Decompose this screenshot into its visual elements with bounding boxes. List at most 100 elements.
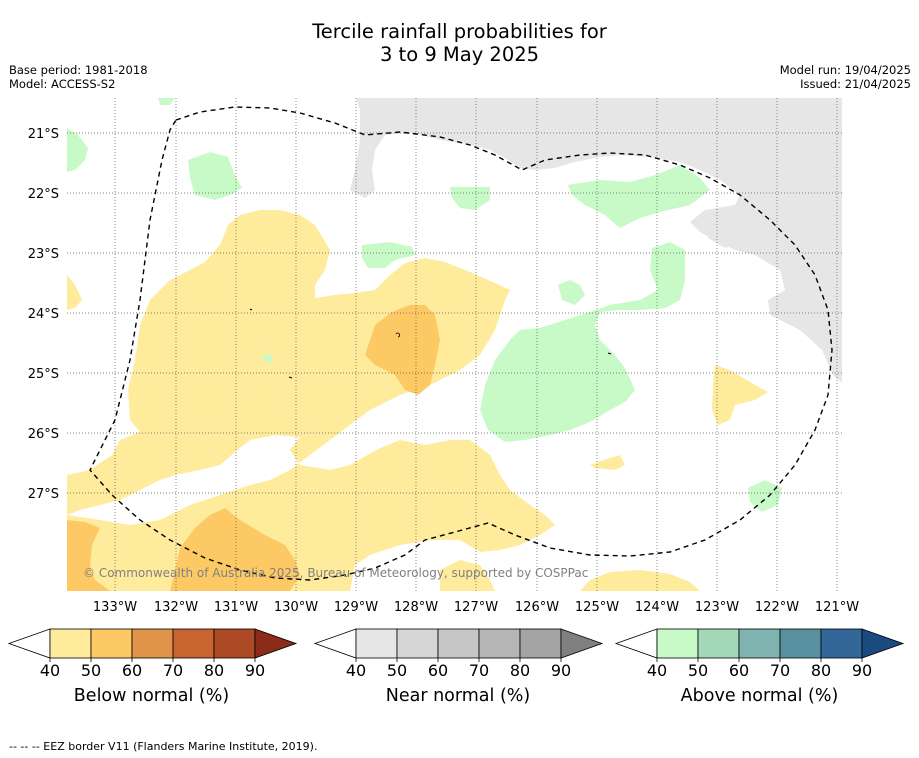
meta-right: Model run: 19/04/2025 Issued: 21/04/2025 bbox=[780, 63, 911, 91]
above-normal-region bbox=[568, 165, 710, 228]
lon-label: 132°W bbox=[154, 600, 198, 615]
above-normal-region bbox=[67, 128, 88, 172]
colorbar-tick-label: 90 bbox=[245, 661, 265, 680]
above-normal-region bbox=[260, 355, 272, 365]
lon-label: 128°W bbox=[394, 600, 438, 615]
colorbar-tick-label: 40 bbox=[40, 661, 60, 680]
colorbar-segment bbox=[90, 628, 133, 659]
contour-mark bbox=[288, 376, 293, 379]
colorbar-tick-label: 60 bbox=[428, 661, 448, 680]
colorbar-tick-label: 90 bbox=[852, 661, 872, 680]
contour-mark bbox=[395, 332, 401, 338]
colorbar-over-triangle bbox=[560, 628, 604, 659]
lon-label: 129°W bbox=[334, 600, 378, 615]
below-normal-region bbox=[440, 560, 495, 591]
lon-label: 122°W bbox=[755, 600, 799, 615]
lon-gridlines bbox=[114, 98, 838, 591]
lat-label: 24°S bbox=[28, 307, 59, 322]
colorbar-segment bbox=[738, 628, 781, 659]
below-normal-region bbox=[67, 210, 555, 591]
colorbar-2: 40 50 60 70 80 90 bbox=[313, 628, 604, 680]
lat-label: 23°S bbox=[28, 247, 59, 262]
colorbar-segment bbox=[355, 628, 398, 659]
lon-label: 125°W bbox=[575, 600, 619, 615]
lon-label: 124°W bbox=[635, 600, 679, 615]
lon-label: 131°W bbox=[214, 600, 258, 615]
colorbar-tick-label: 40 bbox=[647, 661, 667, 680]
contour-mark bbox=[249, 308, 253, 311]
lat-gridlines bbox=[67, 132, 842, 494]
colorbar-tick-label: 70 bbox=[163, 661, 183, 680]
meta-left: Base period: 1981-2018 Model: ACCESS-S2 bbox=[9, 63, 148, 91]
near-normal-region bbox=[705, 220, 745, 248]
lat-label: 26°S bbox=[28, 427, 59, 442]
lon-label: 130°W bbox=[274, 600, 318, 615]
eez-footer-note: -- -- -- EEZ border V11 (Flanders Marine… bbox=[9, 740, 318, 753]
lon-label: 126°W bbox=[515, 600, 559, 615]
colorbar-segment bbox=[172, 628, 215, 659]
above-normal-region bbox=[480, 242, 685, 442]
colorbar-tick-label: 60 bbox=[729, 661, 749, 680]
lon-label: 121°W bbox=[815, 600, 859, 615]
colorbar-tick-label: 80 bbox=[510, 661, 530, 680]
map-plot-area: © Commonwealth of Australia 2025, Bureau… bbox=[67, 98, 842, 591]
lon-label: 127°W bbox=[454, 600, 498, 615]
colorbar-segment bbox=[49, 628, 92, 659]
above-normal-region bbox=[362, 242, 415, 268]
lat-label: 21°S bbox=[28, 127, 59, 142]
colorbar-tick-label: 70 bbox=[770, 661, 790, 680]
below-normal-region bbox=[365, 305, 440, 395]
title-line-2: 3 to 9 May 2025 bbox=[379, 43, 540, 66]
below-normal-region bbox=[580, 570, 700, 591]
above-normal-label: Above normal (%) bbox=[680, 686, 839, 706]
colorbar-3: 40 50 60 70 80 90 bbox=[614, 628, 905, 680]
colorbar-segment bbox=[697, 628, 740, 659]
below-normal-region bbox=[170, 508, 300, 591]
colorbar-1: 40 50 60 70 80 90 bbox=[7, 628, 298, 680]
colorbar-over-triangle bbox=[254, 628, 298, 659]
model-run-text: Model run: 19/04/2025 bbox=[779, 63, 911, 77]
below-normal-region bbox=[67, 275, 82, 310]
colorbar-tick-label: 50 bbox=[387, 661, 407, 680]
lat-label: 25°S bbox=[28, 367, 59, 382]
colorbars: 40 50 60 70 80 90 40 50 60 70 80 90 40 50 60 70 80 90 bbox=[7, 628, 905, 680]
base-period-text: Base period: 1981-2018 bbox=[9, 63, 148, 77]
title-line-1: Tercile rainfall probabilities for bbox=[312, 20, 607, 43]
above-normal-region bbox=[558, 280, 585, 305]
colorbar-segment bbox=[519, 628, 562, 659]
map-title: Tercile rainfall probabilities for 3 to … bbox=[0, 20, 919, 66]
colorbar-segment bbox=[437, 628, 480, 659]
below-normal-region bbox=[67, 520, 110, 591]
near-normal-region bbox=[350, 98, 842, 383]
above-normal-region bbox=[748, 480, 782, 512]
near-normal-label: Near normal (%) bbox=[385, 686, 531, 706]
lat-label: 22°S bbox=[28, 187, 59, 202]
colorbar-over-triangle bbox=[861, 628, 905, 659]
model-text: Model: ACCESS-S2 bbox=[9, 77, 116, 91]
above-normal-region bbox=[158, 98, 175, 105]
latitude-labels: 21°S 22°S 23°S 24°S 25°S 26°S 27°S bbox=[28, 127, 59, 502]
below-normal-region bbox=[67, 345, 322, 515]
colorbar-segment bbox=[820, 628, 863, 659]
colorbar-tick-label: 70 bbox=[469, 661, 489, 680]
lat-label: 27°S bbox=[28, 487, 59, 502]
colorbar-tick-label: 80 bbox=[204, 661, 224, 680]
colorbar-tick-label: 60 bbox=[122, 661, 142, 680]
colorbar-segment bbox=[779, 628, 822, 659]
copyright-text: © Commonwealth of Australia 2025, Bureau… bbox=[83, 566, 588, 580]
issued-text: Issued: 21/04/2025 bbox=[800, 77, 911, 91]
below-normal-label: Below normal (%) bbox=[73, 686, 230, 706]
colorbar-tick-label: 50 bbox=[688, 661, 708, 680]
colorbar-tick-label: 80 bbox=[811, 661, 831, 680]
colorbar-segment bbox=[213, 628, 256, 659]
colorbar-under-triangle bbox=[7, 628, 51, 659]
below-normal-region bbox=[590, 455, 625, 470]
colorbar-segment bbox=[656, 628, 699, 659]
below-normal-region bbox=[712, 365, 768, 425]
above-normal-region bbox=[188, 152, 242, 200]
colorbar-segment bbox=[478, 628, 521, 659]
colorbar-segment bbox=[396, 628, 439, 659]
lon-label: 123°W bbox=[695, 600, 739, 615]
colorbar-tick-label: 40 bbox=[346, 661, 366, 680]
